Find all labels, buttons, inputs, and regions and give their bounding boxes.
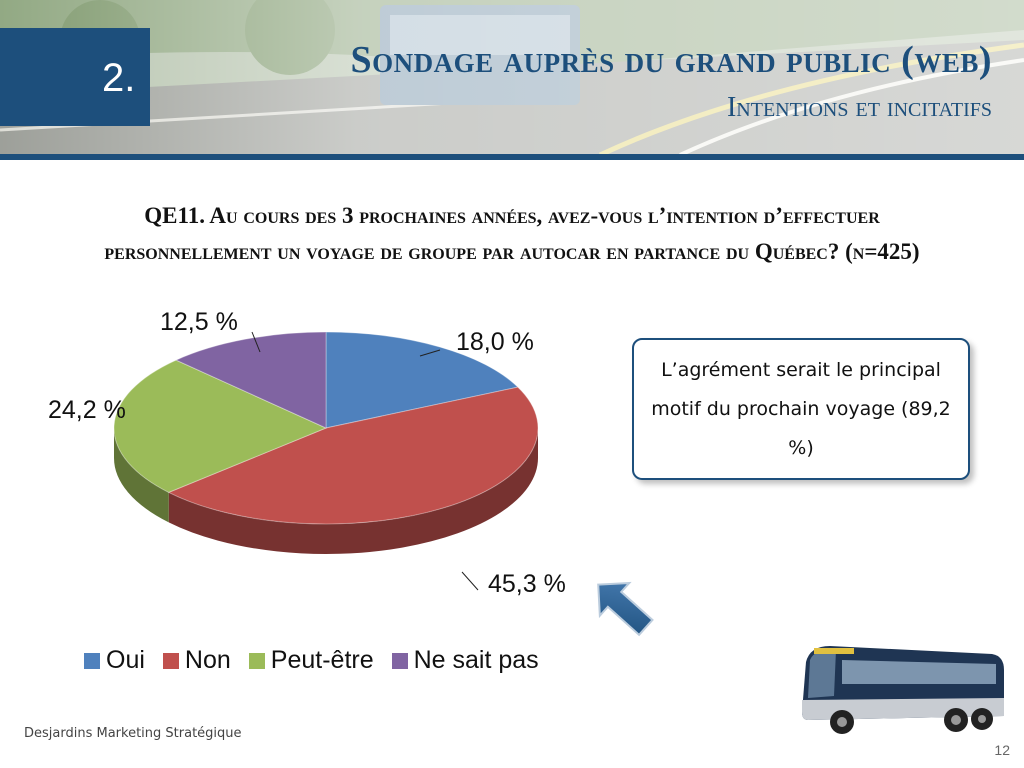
legend-label: Non bbox=[184, 646, 231, 674]
pie-side-non bbox=[168, 428, 539, 554]
legend-label: Ne sait pas bbox=[413, 646, 539, 674]
leader-line-non bbox=[461, 571, 479, 591]
data-label-non: 45,3 % bbox=[488, 570, 566, 598]
pie-slice-non bbox=[167, 386, 539, 525]
chart-legend: Oui Non Peut-être Ne sait pas bbox=[84, 646, 539, 675]
legend-item-oui: Oui bbox=[84, 646, 145, 675]
leader-line-ne-sait-pas bbox=[251, 331, 261, 353]
footer-company: Desjardins Marketing Stratégique bbox=[24, 726, 242, 741]
legend-label: Peut-être bbox=[270, 646, 374, 674]
page-subtitle: Intentions et incitatifs bbox=[726, 92, 992, 123]
pie-side-peut-etre bbox=[114, 428, 169, 523]
pie-chart: 18,0 % 45,3 % 24,2 % 12,5 % bbox=[48, 308, 566, 598]
legend-swatch bbox=[248, 652, 265, 669]
pie-slice-ne-sait-pas bbox=[174, 331, 327, 429]
data-label-peut-etre: 24,2 % bbox=[48, 396, 126, 424]
autocar-bus-image bbox=[802, 646, 1004, 734]
survey-question: QE11. Au cours des 3 prochaines années, … bbox=[10, 198, 1014, 270]
callout-box: L’agrément serait le principal motif du … bbox=[632, 338, 970, 480]
legend-item-ne-sait-pas: Ne sait pas bbox=[391, 646, 539, 675]
header-banner bbox=[0, 0, 1024, 155]
question-line-2: personnellement un voyage de groupe par … bbox=[104, 239, 920, 264]
callout-text: L’agrément serait le principal motif du … bbox=[651, 358, 951, 459]
section-number: 2. bbox=[102, 56, 136, 100]
data-label-ne-sait-pas: 12,5 % bbox=[160, 308, 238, 336]
legend-item-non: Non bbox=[162, 646, 231, 675]
header-divider bbox=[0, 154, 1024, 160]
legend-swatch bbox=[84, 652, 100, 669]
legend-swatch bbox=[162, 652, 179, 669]
pie-slice-oui bbox=[325, 331, 519, 429]
page-title: Sondage auprès du grand public (web) bbox=[350, 39, 992, 81]
page-number: 12 bbox=[994, 742, 1010, 758]
pie-slice-peut-etre bbox=[113, 359, 328, 493]
leader-line-oui bbox=[419, 349, 441, 357]
section-number-box: 2. bbox=[0, 28, 150, 126]
legend-swatch bbox=[391, 652, 408, 669]
legend-label: Oui bbox=[106, 646, 145, 674]
legend-item-peut-etre: Peut-être bbox=[248, 646, 374, 675]
data-label-oui: 18,0 % bbox=[456, 328, 534, 356]
arrow-up-left-icon bbox=[597, 581, 654, 637]
question-line-1: QE11. Au cours des 3 prochaines années, … bbox=[144, 203, 880, 228]
